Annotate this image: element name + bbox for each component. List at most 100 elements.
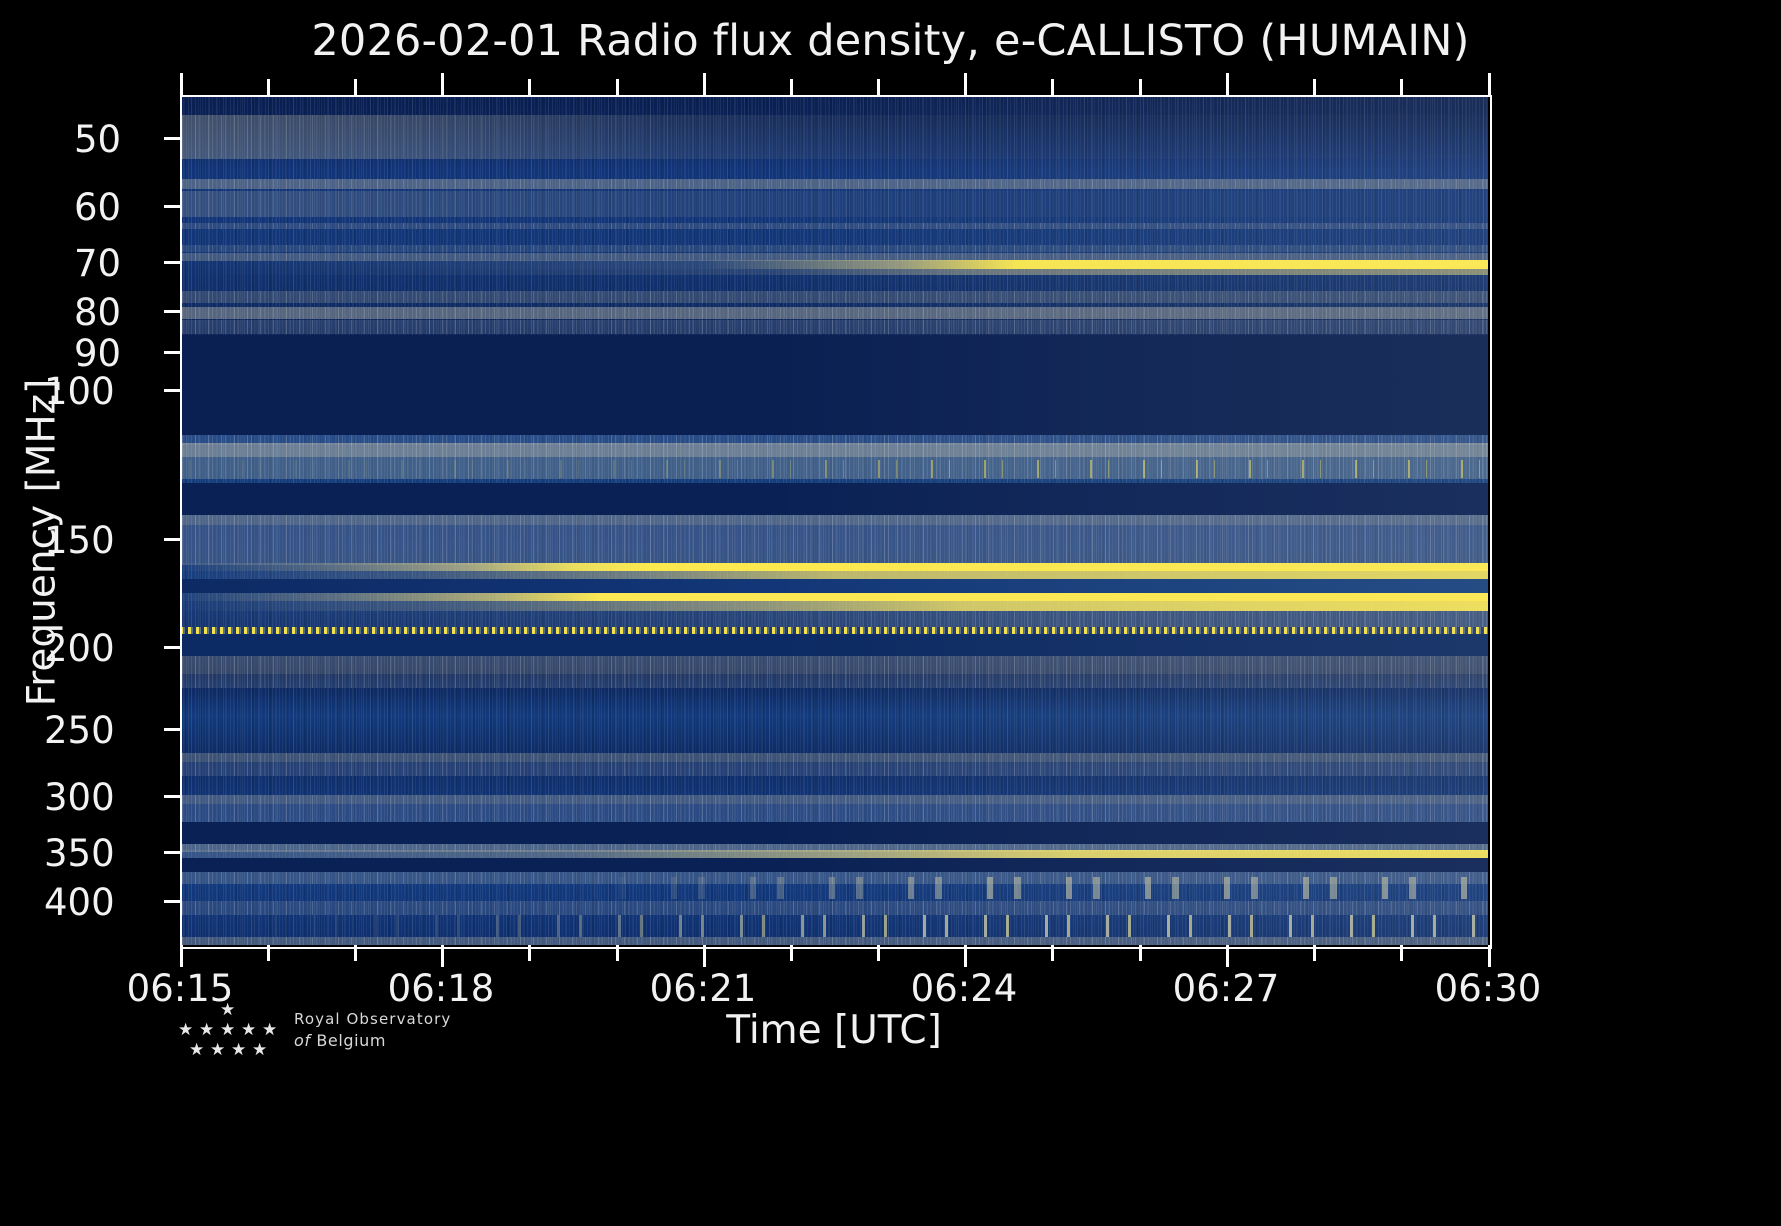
xtick-minor-0623 bbox=[877, 945, 880, 961]
logo-text: Royal Observatory of Belgium bbox=[294, 1010, 451, 1050]
ytick-250 bbox=[164, 728, 180, 731]
xtick-label-0624: 06:24 bbox=[910, 967, 1018, 1010]
band-127mhz-speckle bbox=[180, 460, 1488, 478]
xtick-minor-0617 bbox=[354, 945, 357, 961]
ytick-70 bbox=[164, 261, 180, 264]
xtick-0627 bbox=[1226, 945, 1229, 967]
band-70mhz-emission bbox=[180, 260, 1488, 269]
band-63mhz bbox=[180, 245, 1488, 252]
band-198mhz bbox=[180, 656, 1488, 674]
band-61mhz bbox=[180, 223, 1488, 229]
band-174mhz-halo bbox=[180, 601, 1488, 611]
xtick-top-minor-0629 bbox=[1400, 79, 1403, 95]
xtick-top-minor-0619 bbox=[528, 79, 531, 95]
spectrogram-base bbox=[180, 95, 1488, 945]
ytick-150 bbox=[164, 538, 180, 541]
xtick-top-minor-0616 bbox=[267, 79, 270, 95]
xlabel-text: Time [UTC] bbox=[726, 1008, 942, 1053]
xtick-label-0627: 06:27 bbox=[1172, 967, 1280, 1010]
quiet-gap-132-145mhz bbox=[180, 483, 1488, 515]
band-330mhz bbox=[180, 901, 1488, 915]
band-80mhz bbox=[180, 307, 1488, 319]
ytick-200 bbox=[164, 646, 180, 649]
band-163mhz-halo bbox=[180, 571, 1488, 579]
band-355mhz bbox=[180, 937, 1488, 945]
ytick-90 bbox=[164, 351, 180, 354]
logo-belgium-word: Belgium bbox=[316, 1031, 387, 1050]
xtick-top-minor-0623 bbox=[877, 79, 880, 95]
xtick-minor-0616 bbox=[267, 945, 270, 961]
ylabel-text: Frequency [MHz] bbox=[19, 378, 65, 707]
xtick-top-0618 bbox=[441, 73, 444, 95]
band-300mhz-emission bbox=[180, 850, 1488, 858]
xtick-label-0630: 06:30 bbox=[1434, 967, 1542, 1010]
band-247mhz bbox=[180, 753, 1488, 762]
ytick-100 bbox=[164, 389, 180, 392]
band-71mhz-halo bbox=[180, 269, 1488, 275]
spectrogram-plot[interactable] bbox=[180, 95, 1488, 945]
band-121mhz bbox=[180, 443, 1488, 457]
quiet-gap-90-110mhz bbox=[180, 335, 1488, 435]
xtick-0618 bbox=[441, 945, 444, 967]
band-49mhz bbox=[180, 115, 1488, 159]
royal-observatory-logo: ★ ★ ★ ★ ★ ★ ★ ★ ★ ★ Royal Observatory of… bbox=[176, 1000, 596, 1080]
xtick-0624 bbox=[964, 945, 967, 967]
xtick-top-0615 bbox=[180, 73, 183, 95]
band-76mhz bbox=[180, 291, 1488, 303]
band-148mhz bbox=[180, 515, 1488, 525]
band-167mhz bbox=[180, 579, 1488, 593]
star-icon: ★ bbox=[178, 1020, 194, 1040]
star-icon: ★ bbox=[231, 1040, 247, 1060]
band-252mhz bbox=[180, 762, 1488, 776]
xtick-top-0624 bbox=[964, 73, 967, 95]
band-183mhz-comb bbox=[180, 627, 1488, 634]
star-icon: ★ bbox=[220, 1020, 236, 1040]
xtick-0621 bbox=[703, 945, 706, 967]
xtick-top-minor-0625 bbox=[1051, 79, 1054, 95]
band-178mhz bbox=[180, 611, 1488, 627]
xtick-top-0627 bbox=[1226, 73, 1229, 95]
xtick-top-minor-0622 bbox=[790, 79, 793, 95]
star-icon: ★ bbox=[252, 1040, 268, 1060]
ytick-300 bbox=[164, 795, 180, 798]
right-side-wash bbox=[180, 95, 1488, 945]
quiet-gap-284-296mhz bbox=[180, 822, 1488, 844]
band-190mhz bbox=[180, 634, 1488, 656]
band-82mhz bbox=[180, 320, 1488, 334]
ytick-80 bbox=[164, 310, 180, 313]
band-161mhz-emission bbox=[180, 563, 1488, 571]
star-icon: ★ bbox=[220, 1000, 236, 1020]
band-58mhz bbox=[180, 191, 1488, 217]
ytick-350 bbox=[164, 851, 180, 854]
xtick-minor-0626 bbox=[1139, 945, 1142, 961]
xtick-minor-0625 bbox=[1051, 945, 1054, 961]
xtick-label-0621: 06:21 bbox=[649, 967, 757, 1010]
xtick-0615 bbox=[180, 945, 183, 967]
band-112mhz bbox=[180, 435, 1488, 445]
xtick-top-0630 bbox=[1488, 73, 1491, 95]
logo-line-2: of Belgium bbox=[294, 1031, 451, 1050]
xtick-0630 bbox=[1488, 945, 1491, 967]
band-151mhz bbox=[180, 525, 1488, 551]
chart-title: 2026-02-01 Radio flux density, e-CALLIST… bbox=[311, 16, 1470, 66]
xtick-label-0618: 06:18 bbox=[387, 967, 495, 1010]
band-272mhz bbox=[180, 795, 1488, 804]
logo-stars: ★ ★ ★ ★ ★ ★ ★ ★ ★ ★ bbox=[176, 1002, 286, 1066]
xtick-minor-0629 bbox=[1400, 945, 1403, 961]
band-276mhz bbox=[180, 804, 1488, 822]
logo-line-1: Royal Observatory bbox=[294, 1010, 452, 1028]
band-57mhz bbox=[180, 179, 1488, 189]
xtick-top-minor-0626 bbox=[1139, 79, 1142, 95]
band-298mhz bbox=[180, 844, 1488, 852]
ytick-60 bbox=[164, 205, 180, 208]
star-icon: ★ bbox=[189, 1040, 205, 1060]
xtick-top-minor-0628 bbox=[1313, 79, 1316, 95]
xtick-top-0621 bbox=[703, 73, 706, 95]
band-172mhz-emission bbox=[180, 593, 1488, 601]
spectrogram-noise-layer-2 bbox=[180, 95, 1488, 945]
band-157mhz bbox=[180, 551, 1488, 565]
xtick-minor-0619 bbox=[528, 945, 531, 961]
ytick-400 bbox=[164, 900, 180, 903]
star-icon: ★ bbox=[210, 1040, 226, 1060]
